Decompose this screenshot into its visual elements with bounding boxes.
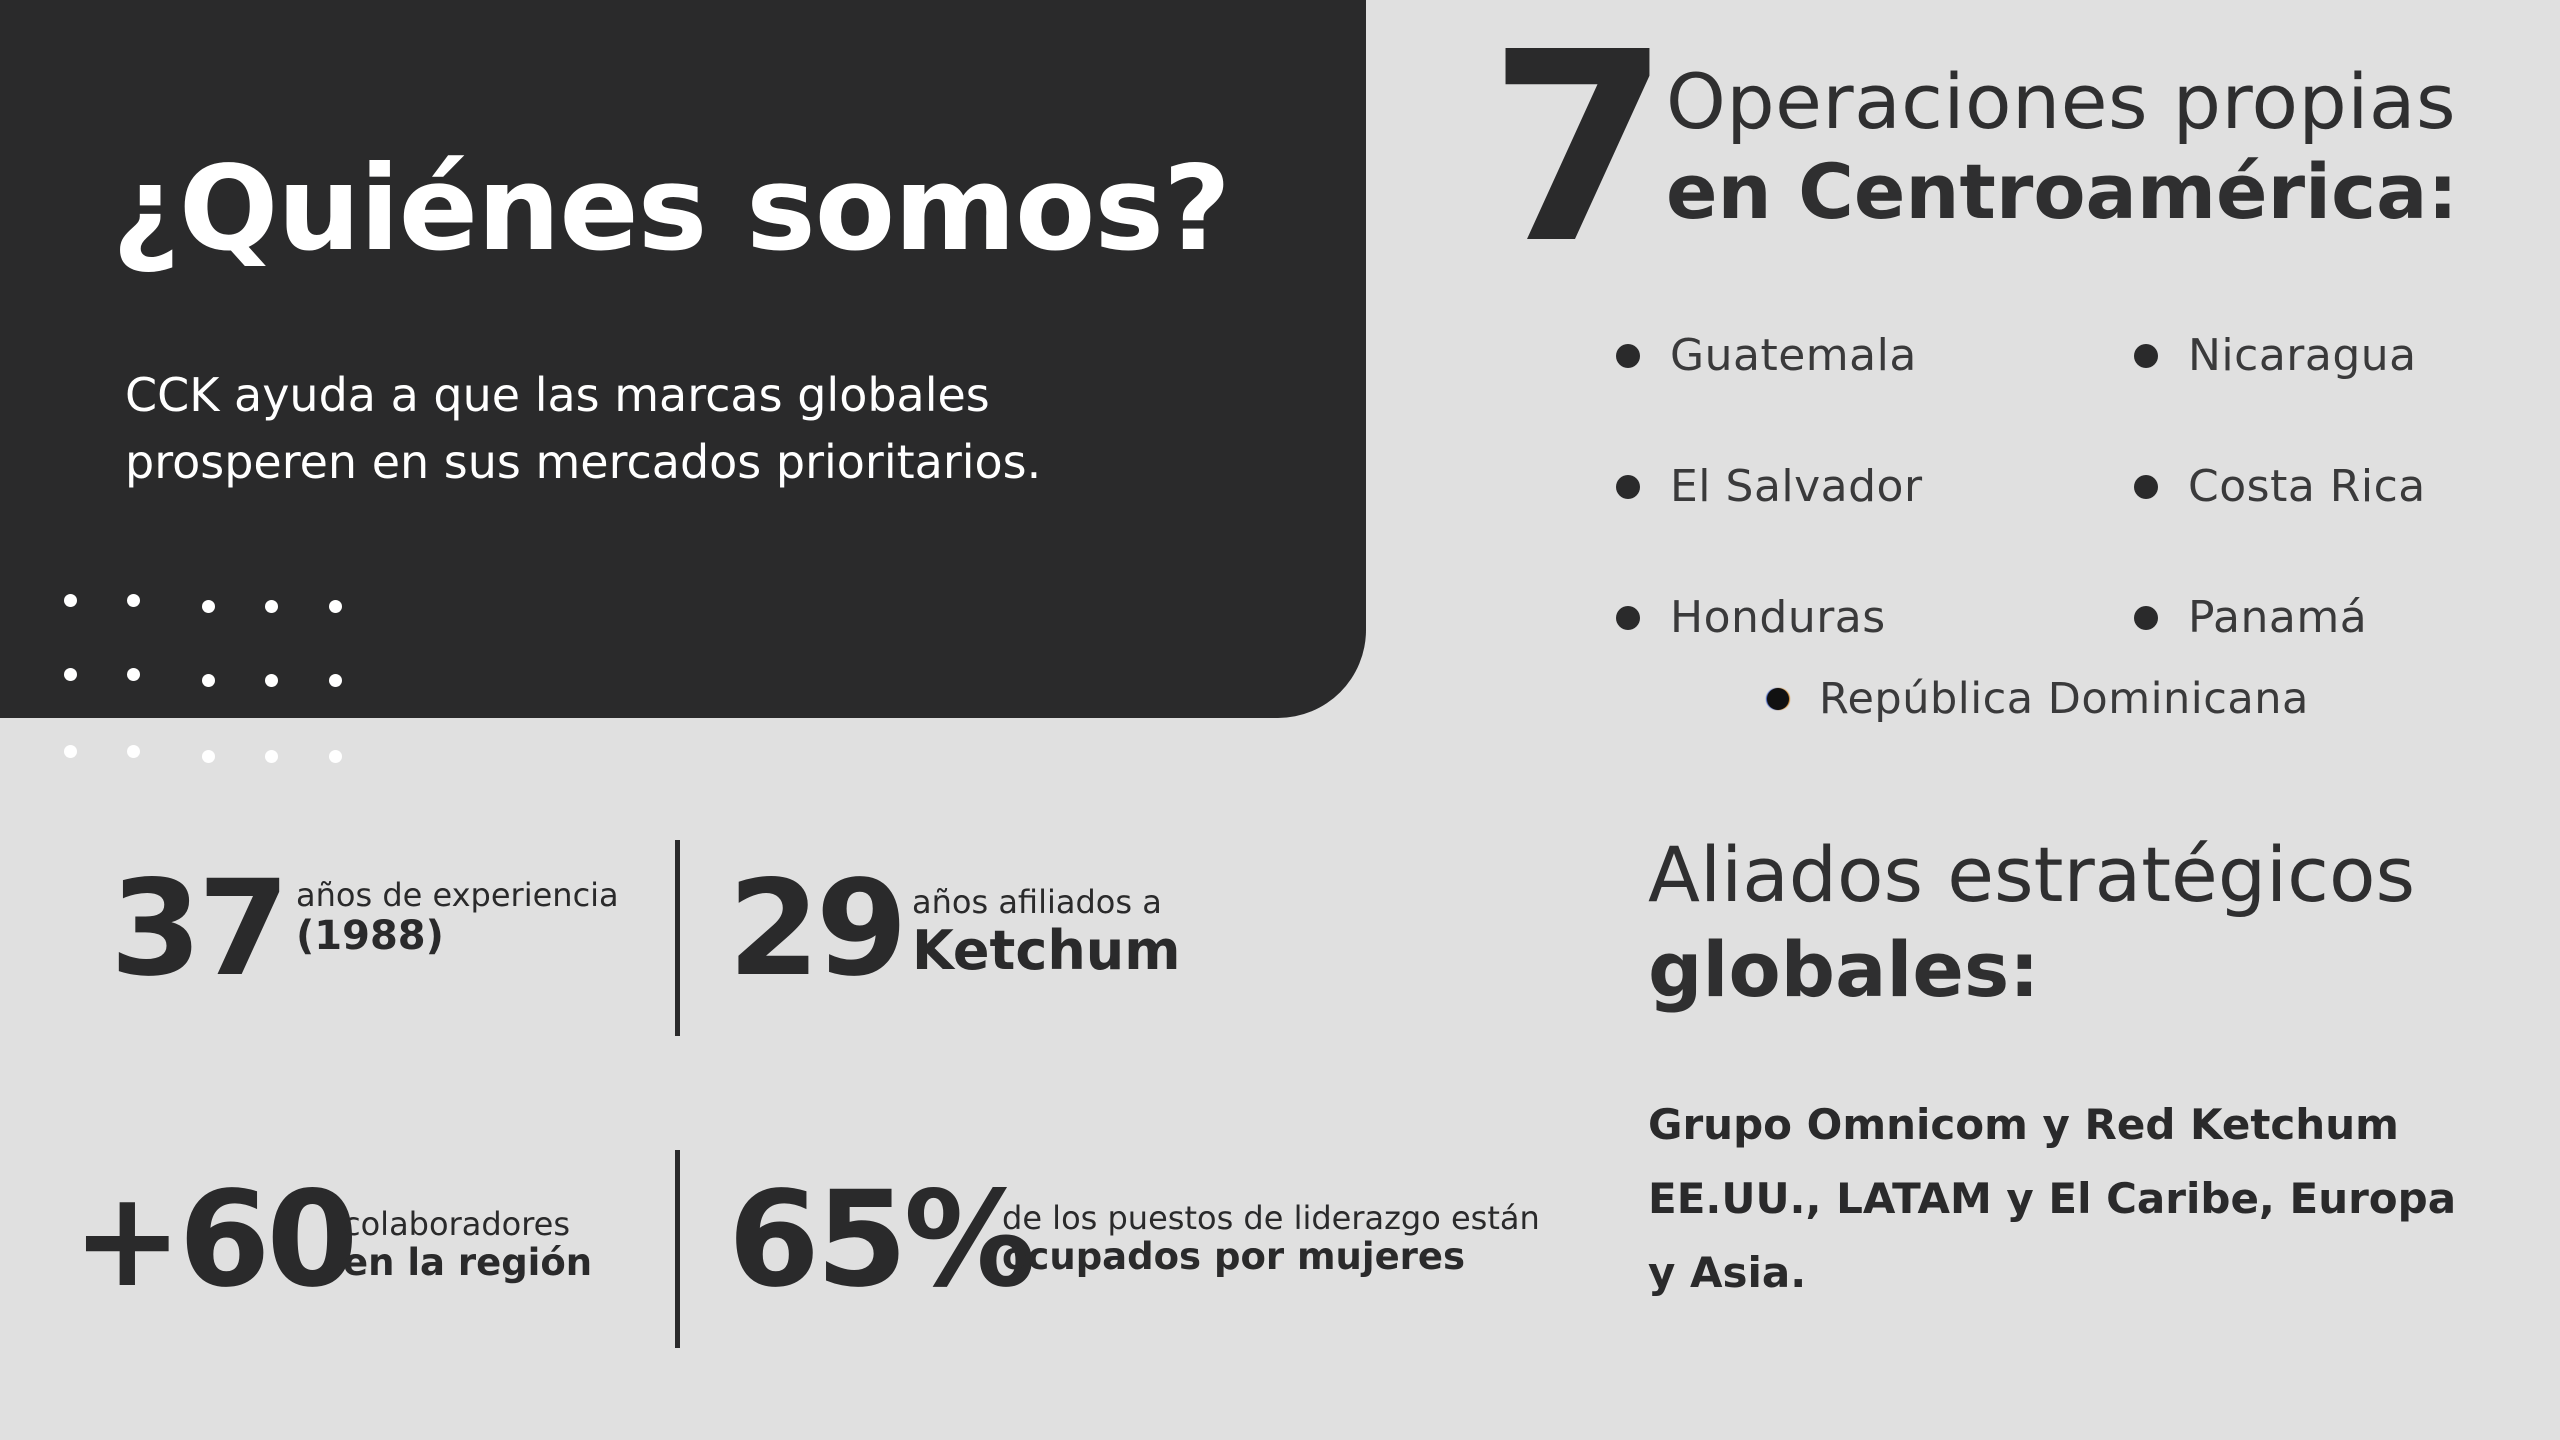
stat-label-bold: ocupados por mujeres: [1002, 1234, 1466, 1278]
operations-title-line1: Operaciones propias: [1666, 57, 2457, 146]
bullet-icon: [2134, 474, 2158, 499]
hero-title: ¿Quiénes somos?: [112, 140, 1231, 277]
country-item: Costa Rica: [2134, 461, 2426, 512]
stat-label-bold: (1988): [296, 912, 444, 959]
country-label: Nicaragua: [2188, 330, 2417, 381]
country-label: República Dominicana: [1819, 674, 2309, 724]
country-item: República Dominicana: [1767, 674, 2309, 724]
stat-label: años de experiencia: [296, 876, 619, 914]
stat-collaborators-number: +60: [72, 1163, 358, 1317]
country-item: Guatemala: [1616, 330, 1917, 381]
country-label: Panamá: [2188, 592, 2368, 643]
country-label: Honduras: [1670, 592, 1886, 643]
stat-label: colaboradores: [343, 1205, 571, 1243]
allies-title-line2: globales:: [1648, 925, 2040, 1014]
stat-label: de los puestos de liderazgo están: [1002, 1199, 1540, 1237]
stat-years-ketchum-number: 29: [728, 852, 908, 1006]
allies-description: Grupo Omnicom y Red Ketchum EE.UU., LATA…: [1648, 1100, 2457, 1297]
stat-years-ketchum-text: años afiliados a Ketchum: [912, 884, 1181, 980]
stat-women-leadership-number: 65%: [728, 1163, 1036, 1317]
country-label: Guatemala: [1670, 330, 1917, 381]
bullet-icon: [2134, 343, 2158, 368]
bullet-icon: [2134, 605, 2158, 630]
country-item: Panamá: [2134, 592, 2367, 643]
operations-count: 7: [1488, 0, 1670, 301]
operations-title-line2: en Centroamérica:: [1666, 147, 2458, 236]
stat-label: años afiliados a: [912, 883, 1162, 921]
hero-panel: [0, 0, 1366, 718]
divider: [675, 1150, 680, 1348]
allies-title-line1: Aliados estratégicos: [1648, 830, 2416, 919]
stat-years-experience-text: años de experiencia (1988): [296, 877, 619, 958]
divider: [675, 840, 680, 1036]
stat-label-bold: en la región: [343, 1240, 593, 1284]
country-item: El Salvador: [1616, 461, 1923, 512]
stat-collaborators-text: colaboradores en la región: [343, 1206, 592, 1283]
bullet-icon: [1616, 474, 1640, 499]
stat-years-experience-number: 37: [110, 852, 290, 1006]
country-item: Honduras: [1616, 592, 1886, 643]
bullet-icon: [1616, 343, 1640, 368]
hero-description: CCK ayuda a que las marcas globales pros…: [125, 368, 1042, 489]
stat-women-leadership-text: de los puestos de liderazgo están ocupad…: [1002, 1200, 1540, 1277]
country-label: El Salvador: [1670, 461, 1923, 512]
bullet-icon: [1767, 688, 1789, 710]
bullet-icon: [1616, 605, 1640, 630]
country-label: Costa Rica: [2188, 461, 2426, 512]
country-item: Nicaragua: [2134, 330, 2417, 381]
stat-label-bold: Ketchum: [912, 918, 1181, 982]
